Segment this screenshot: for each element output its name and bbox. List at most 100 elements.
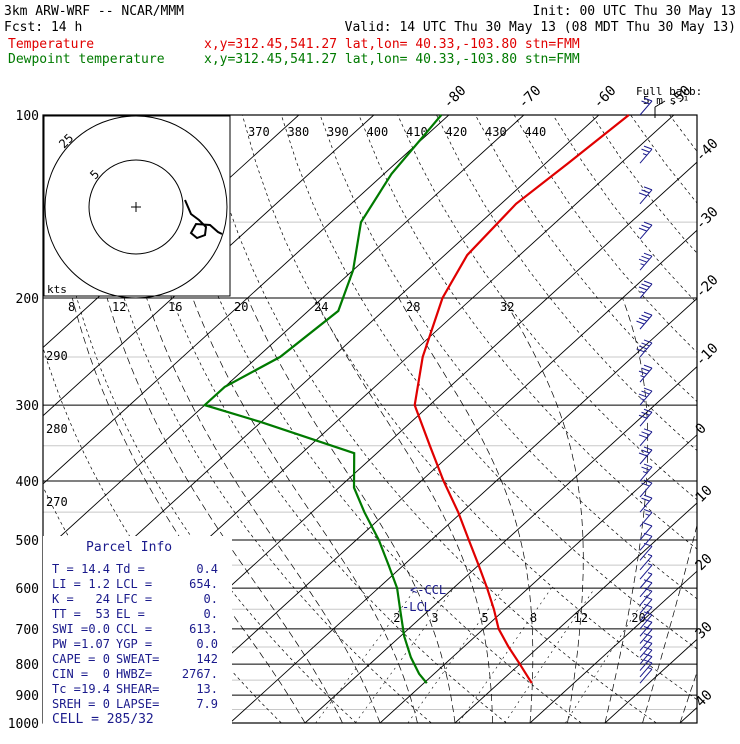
wind-barb-half xyxy=(641,264,645,266)
mixing-ratio-8 xyxy=(459,588,552,723)
wind-barb xyxy=(639,447,652,464)
wind-barb xyxy=(640,523,652,540)
parcel-row-5-col-1: 1.07 xyxy=(81,637,110,651)
isotherm-label-10: 10 xyxy=(693,483,716,506)
isotherm-label-20: 20 xyxy=(693,551,716,574)
wind-barb-full xyxy=(644,187,652,190)
hodograph-speed-tick-20: 20 xyxy=(234,300,248,314)
wind-barb-full xyxy=(642,467,650,470)
wind-barb xyxy=(639,281,652,298)
hodograph-speed-tick-8: 8 xyxy=(68,300,75,314)
wind-barb xyxy=(639,187,652,204)
legend-temperature-info: x,y=312.45,541.27 lat,lon= 40.33,-103.80… xyxy=(204,37,580,52)
wind-barb xyxy=(640,464,652,481)
wind-barb-full xyxy=(642,225,650,228)
wind-barb-full xyxy=(644,253,652,256)
wind-barb-staff xyxy=(640,663,652,677)
parcel-info-title: Parcel Info xyxy=(86,540,172,555)
forecast-hour: Fcst: 14 h xyxy=(4,20,82,35)
parcel-row-2-col-3: 0. xyxy=(204,592,218,606)
legend-dewpoint-label: Dewpoint temperature xyxy=(8,52,165,67)
valid-time: Valid: 14 UTC Thu 30 May 13 (08 MDT Thu … xyxy=(345,20,736,35)
wind-barb-full xyxy=(639,453,647,456)
wind-barb-half xyxy=(646,514,650,516)
wind-barb-full xyxy=(644,388,652,391)
parcel-row-8-col-3: 13. xyxy=(196,682,218,696)
parcel-row-4-col-3: 613. xyxy=(189,622,218,636)
parcel-row-6-col-3: 142 xyxy=(196,652,218,666)
ccl-label: <-CCL xyxy=(410,583,446,597)
pressure-label-800: 800 xyxy=(16,658,39,673)
init-time: Init: 00 UTC Thu 30 May 13 xyxy=(533,4,737,19)
wind-barb-staff xyxy=(640,574,652,588)
wind-barb-half xyxy=(648,554,652,556)
parcel-row-7-col-3: 2767. xyxy=(182,667,218,681)
parcel-row-9-col-2: LAPSE= xyxy=(116,697,159,711)
mixing-ratio-20 xyxy=(565,588,651,723)
mixing-ratio-label-2: 2 xyxy=(393,611,400,625)
parcel-row-2-col-0: K = xyxy=(52,592,74,606)
moist-adiabat-20 xyxy=(399,298,533,723)
wind-barb-full xyxy=(642,190,650,193)
parcel-row-9-col-0: SREH = xyxy=(52,697,95,711)
wind-barb-full xyxy=(642,284,650,287)
parcel-row-1-col-3: 654. xyxy=(189,577,218,591)
theta-label-410: 410 xyxy=(406,125,428,139)
wind-barb-full xyxy=(644,464,652,467)
mixing-ratio-label-20: 20 xyxy=(631,611,645,625)
dry-adiabat-420 xyxy=(631,115,740,723)
mixing-ratio-label-5: 5 xyxy=(481,611,488,625)
parcel-row-1-col-2: LCL = xyxy=(116,577,152,591)
isotherm--30 xyxy=(155,115,740,723)
theta-label-390: 390 xyxy=(327,125,349,139)
parcel-row-5-col-2: YGP = xyxy=(116,637,152,651)
parcel-row-7-col-0: CIN = xyxy=(52,667,88,681)
wind-barb-full xyxy=(639,193,647,196)
theta-label-400: 400 xyxy=(367,125,389,139)
theta-label-left-280: 280 xyxy=(46,422,68,436)
parcel-row-1-col-0: LI = xyxy=(52,577,81,591)
lcl-label: -LCL xyxy=(402,600,431,614)
wind-barb-half xyxy=(641,292,645,294)
pressure-label-900: 900 xyxy=(16,689,39,704)
parcel-row-0-col-0: T = xyxy=(52,562,74,576)
hodograph-speed-tick-28: 28 xyxy=(406,300,420,314)
dry-adiabat-360 xyxy=(398,115,740,723)
mixing-ratio-label-12: 12 xyxy=(574,611,588,625)
parcel-row-9-col-1: 0 xyxy=(103,697,110,711)
wind-barb-staff xyxy=(640,643,652,657)
hodograph-speed-tick-32: 32 xyxy=(500,300,514,314)
wind-barb-full xyxy=(639,228,647,231)
parcel-row-3-col-3: 0. xyxy=(204,607,218,621)
wind-barb-full xyxy=(644,495,652,498)
pressure-label-600: 600 xyxy=(16,582,39,597)
wind-barb-full xyxy=(639,259,647,262)
hodograph-speed-tick-16: 16 xyxy=(168,300,182,314)
pressure-label-1000: 1000 xyxy=(8,717,39,732)
wind-barbs xyxy=(637,98,653,683)
moist-adiabat-25 xyxy=(503,298,583,723)
wind-barb-full xyxy=(644,365,652,368)
theta-label-left-270: 270 xyxy=(46,495,68,509)
isotherm-label-0: 0 xyxy=(693,420,710,437)
wind-units-label: kts xyxy=(47,283,67,296)
moist-adiabat-35 xyxy=(643,298,733,723)
model-title: 3km ARW-WRF -- NCAR/MMM xyxy=(4,4,184,19)
wind-barb xyxy=(637,340,653,357)
dry-adiabat-410 xyxy=(592,115,740,723)
parcel-row-2-col-2: LFC = xyxy=(116,592,152,606)
hodograph-speed-tick-12: 12 xyxy=(112,300,126,314)
wind-barb xyxy=(639,222,652,239)
mixing-ratio-label-3: 3 xyxy=(431,611,438,625)
parcel-row-2-col-1: 24 xyxy=(96,592,110,606)
wind-barb-half xyxy=(641,399,645,401)
wind-barb-full xyxy=(644,312,652,315)
wind-barb-staff xyxy=(640,637,652,651)
parcel-row-8-col-2: SHEAR= xyxy=(116,682,159,696)
theta-label-420: 420 xyxy=(446,125,468,139)
parcel-row-3-col-0: TT = xyxy=(52,607,81,621)
pressure-label-200: 200 xyxy=(16,292,39,307)
wind-barb-full xyxy=(644,281,652,284)
